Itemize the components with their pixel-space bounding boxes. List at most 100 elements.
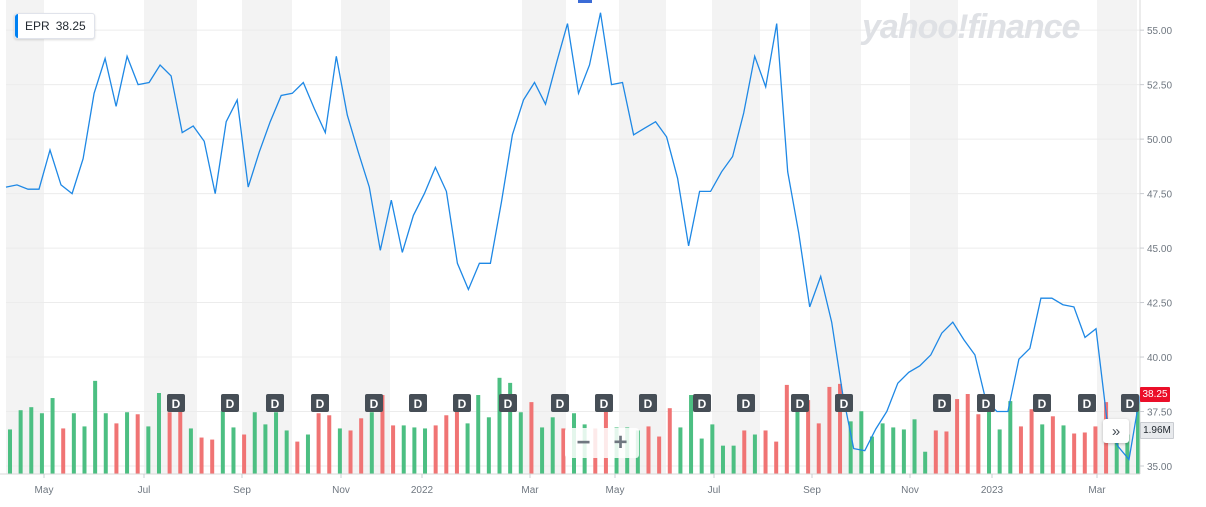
- volume-bar: [763, 430, 768, 474]
- dividend-marker-label: D: [1038, 397, 1047, 411]
- volume-bar: [657, 436, 662, 474]
- volume-bar: [912, 419, 917, 474]
- dividend-marker-label: D: [698, 397, 707, 411]
- volume-bar: [444, 415, 449, 474]
- volume-bar: [848, 421, 853, 474]
- volume-bar: [401, 425, 406, 474]
- volume-bar: [508, 382, 513, 474]
- volume-bar: [795, 394, 800, 474]
- volume-bar: [327, 415, 332, 474]
- volume-bar: [167, 412, 172, 474]
- volume-bars: [8, 377, 1140, 474]
- volume-bar: [135, 414, 140, 474]
- month-band: [6, 0, 44, 474]
- volume-bar: [18, 410, 23, 474]
- volume-bar: [82, 426, 87, 474]
- volume-bar: [497, 377, 502, 474]
- volume-bar: [710, 424, 715, 474]
- volume-bar: [103, 413, 108, 474]
- dividend-marker-label: D: [840, 397, 849, 411]
- volume-bar: [337, 428, 342, 474]
- volume-bar: [646, 426, 651, 474]
- volume-bar: [295, 441, 300, 474]
- volume-bar: [752, 434, 757, 474]
- dividend-marker: [835, 394, 853, 412]
- volume-bar: [263, 424, 268, 474]
- volume-bar: [114, 423, 119, 474]
- dividend-marker: [595, 394, 613, 412]
- volume-bar: [944, 431, 949, 474]
- volume-bar: [305, 434, 310, 474]
- y-tick-label: 35.00: [1147, 462, 1172, 473]
- y-tick-label: 40.00: [1147, 353, 1172, 364]
- volume-bar: [699, 438, 704, 474]
- volume-bar: [880, 423, 885, 474]
- y-tick-label: 55.00: [1147, 26, 1172, 37]
- dividend-marker-label: D: [982, 397, 991, 411]
- x-tick-label: Sep: [803, 485, 821, 496]
- volume-bar: [380, 395, 385, 474]
- dividend-marker-label: D: [938, 397, 947, 411]
- zoom-in-button[interactable]: +: [613, 429, 628, 456]
- dividend-marker-label: D: [271, 397, 280, 411]
- volume-bar: [348, 430, 353, 474]
- x-tick-label: Mar: [521, 485, 539, 496]
- dividend-marker: [693, 394, 711, 412]
- volume-bar: [1136, 399, 1140, 474]
- x-tick-label: Jul: [708, 485, 721, 496]
- ticker-symbol: EPR: [25, 19, 50, 33]
- dividend-marker-label: D: [600, 397, 609, 411]
- dividend-marker: [499, 394, 517, 412]
- dividend-marker: [933, 394, 951, 412]
- volume-bar: [827, 386, 832, 474]
- dividend-marker-label: D: [458, 397, 467, 411]
- volume-bar: [476, 395, 481, 474]
- volume-bar: [454, 404, 459, 474]
- dividend-marker-label: D: [172, 397, 181, 411]
- volume-bar: [242, 434, 247, 474]
- dividend-marker: [221, 394, 239, 412]
- volume-bar: [1072, 433, 1077, 474]
- dividend-marker-label: D: [414, 397, 423, 411]
- dividend-marker: [365, 394, 383, 412]
- dividend-marker-label: D: [370, 397, 379, 411]
- x-tick-label: 2023: [981, 485, 1004, 496]
- volume-bar: [987, 411, 992, 474]
- volume-bar: [1050, 416, 1055, 474]
- volume-bar: [423, 428, 428, 474]
- dividend-marker: [1121, 394, 1139, 412]
- dividend-marker: [737, 394, 755, 412]
- volume-bar: [1093, 426, 1098, 474]
- volume-bar: [412, 427, 417, 474]
- volume-bar: [806, 400, 811, 474]
- volume-bar: [178, 405, 183, 474]
- ticker-badge[interactable]: EPR 38.25: [14, 13, 95, 39]
- volume-bar: [742, 430, 747, 474]
- volume-bar: [1114, 429, 1119, 474]
- volume-bar: [976, 414, 981, 474]
- zoom-out-button[interactable]: −: [576, 429, 591, 456]
- volume-bar: [29, 407, 34, 474]
- scroll-forward-button[interactable]: »: [1103, 419, 1129, 443]
- y-tick-label: 37.50: [1147, 408, 1172, 419]
- volume-bar: [465, 423, 470, 474]
- ticker-price: 38.25: [55, 19, 86, 33]
- volume-bar: [8, 429, 12, 474]
- volume-bar: [486, 417, 491, 474]
- current-volume-tag: 1.96M: [1140, 422, 1174, 439]
- dividend-marker: [409, 394, 427, 412]
- y-tick-label: 50.00: [1147, 135, 1172, 146]
- y-tick-label: 52.50: [1147, 81, 1172, 92]
- price-line-group: [5, 12, 1141, 461]
- volume-bar: [1125, 434, 1130, 474]
- volume-bar: [869, 436, 874, 474]
- volume-bar: [859, 411, 864, 474]
- volume-bar: [689, 395, 694, 474]
- volume-bar: [540, 427, 545, 474]
- volume-bar: [316, 413, 321, 474]
- volume-bar: [146, 426, 151, 474]
- dividend-marker: [551, 394, 569, 412]
- x-tick-label: Jul: [138, 485, 151, 496]
- dividend-marker-label: D: [796, 397, 805, 411]
